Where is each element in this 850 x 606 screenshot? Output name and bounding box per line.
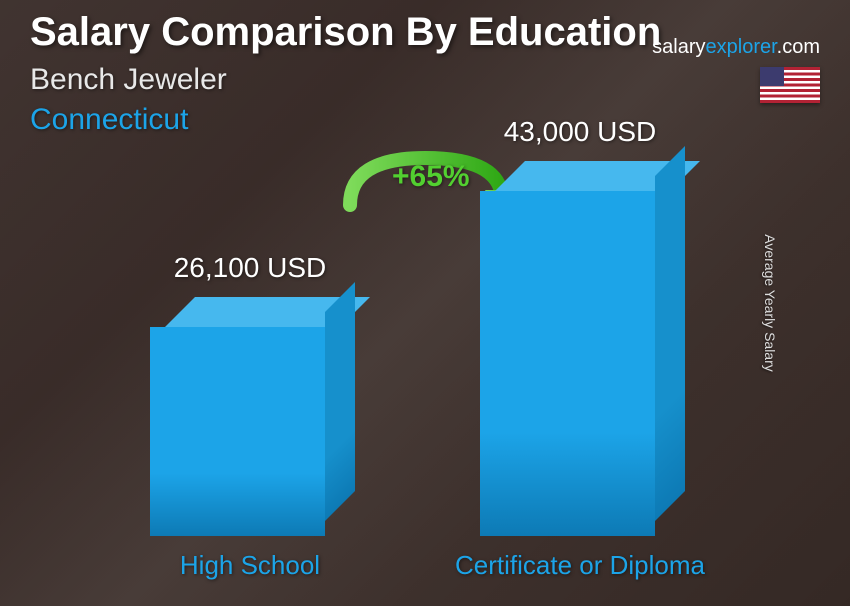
- bar-front-face: [480, 191, 655, 536]
- bar-value: 26,100 USD: [120, 252, 380, 284]
- bar-certificate-diploma: 43,000 USD Certificate or Diploma: [480, 191, 655, 536]
- bar-value: 43,000 USD: [450, 116, 710, 148]
- percent-change: +65%: [392, 160, 470, 194]
- bar-high-school: 26,100 USD High School: [150, 327, 325, 536]
- bar-label: Certificate or Diploma: [450, 550, 710, 581]
- brand-block: salaryexplorer.com: [652, 36, 820, 103]
- bar-label: High School: [120, 550, 380, 581]
- y-axis-label: Average Yearly Salary: [761, 234, 777, 372]
- chart: +65% 26,100 USD High School 43,000 USD C…: [60, 180, 760, 586]
- brand-part2: explorer: [706, 36, 777, 58]
- brand-part1: salary: [652, 36, 705, 58]
- flag-icon: [760, 67, 820, 103]
- brand-name: salaryexplorer.com: [652, 36, 820, 59]
- bar-side-face: [655, 146, 685, 521]
- bar-side-face: [325, 282, 355, 521]
- bar-front-face: [150, 327, 325, 536]
- brand-part3: .com: [777, 36, 820, 58]
